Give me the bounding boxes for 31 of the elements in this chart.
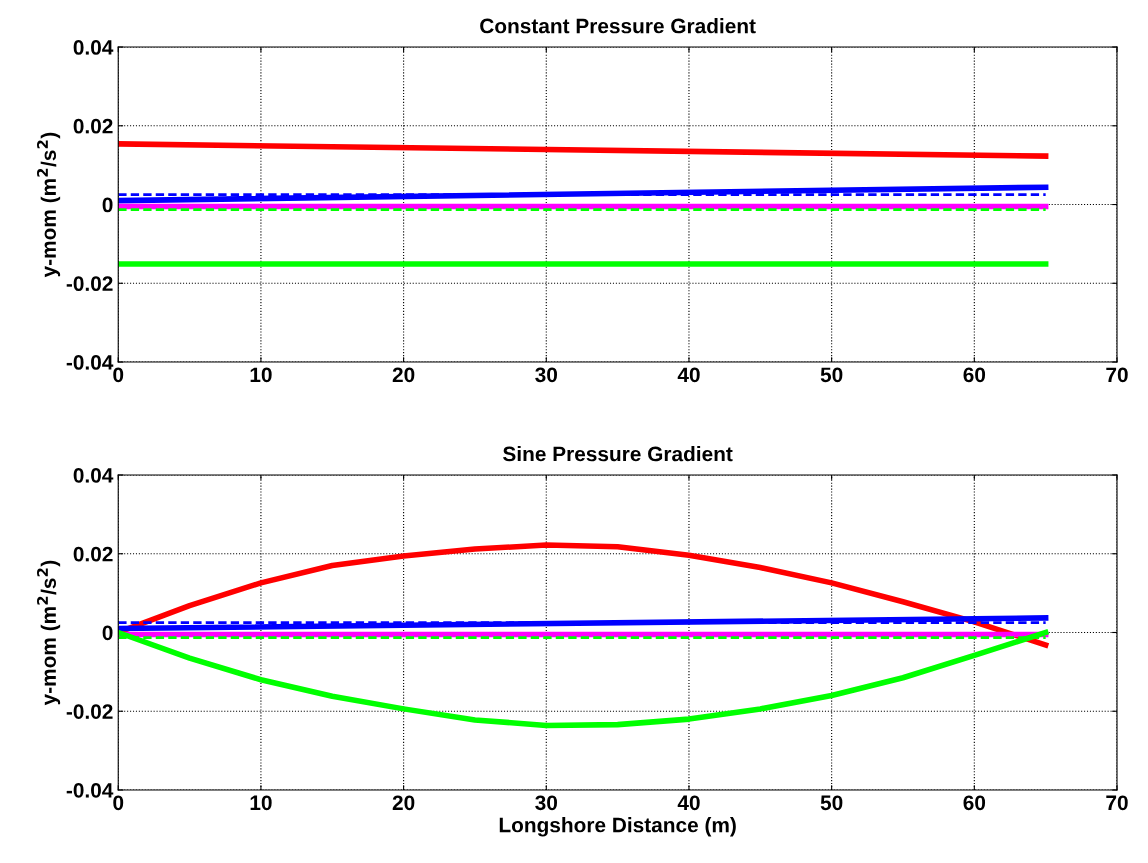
x-tick-label: 50 <box>820 367 843 383</box>
x-tick-label: 30 <box>535 367 558 383</box>
x-tick-label: 60 <box>963 795 986 811</box>
y-tick-label: 0.04 <box>73 468 114 483</box>
x-tick-label: 10 <box>250 367 272 383</box>
y-tick-label: 0.02 <box>73 118 113 134</box>
x-tick-label: 40 <box>677 367 700 383</box>
x-tick-label: 60 <box>963 367 986 383</box>
chart-title: Sine Pressure Gradient <box>503 446 733 462</box>
chart-title: Constant Pressure Gradient <box>480 18 756 34</box>
x-tick-label: 40 <box>677 795 700 811</box>
x-tick-label: 70 <box>1106 795 1128 811</box>
x-tick-label: 0 <box>113 367 124 383</box>
x-tick-label: 20 <box>392 795 415 811</box>
y-axis-title: y-mom (m$^{2}$/s$^{2}$) <box>37 560 61 706</box>
y-tick-label: 0.04 <box>73 40 114 55</box>
x-tick-label: 0 <box>113 795 124 811</box>
y-tick-label: 0 <box>102 625 113 641</box>
y-tick-label: -0.04 <box>66 355 114 370</box>
y-tick-label: -0.02 <box>66 276 113 292</box>
x-axis-title: Longshore Distance (m) <box>499 817 736 837</box>
y-axis-title: y-mom (m$^{2}$/s$^{2}$) <box>37 132 61 278</box>
x-tick-label: 10 <box>250 795 272 811</box>
y-tick-label: 0 <box>102 197 113 213</box>
y-tick-label: 0.02 <box>73 546 113 562</box>
y-tick-label: -0.04 <box>66 782 114 798</box>
x-tick-label: 30 <box>535 795 558 811</box>
x-tick-label: 70 <box>1106 367 1128 383</box>
x-tick-label: 50 <box>820 795 843 811</box>
y-tick-label: -0.02 <box>66 704 113 719</box>
x-tick-label: 20 <box>392 367 415 383</box>
